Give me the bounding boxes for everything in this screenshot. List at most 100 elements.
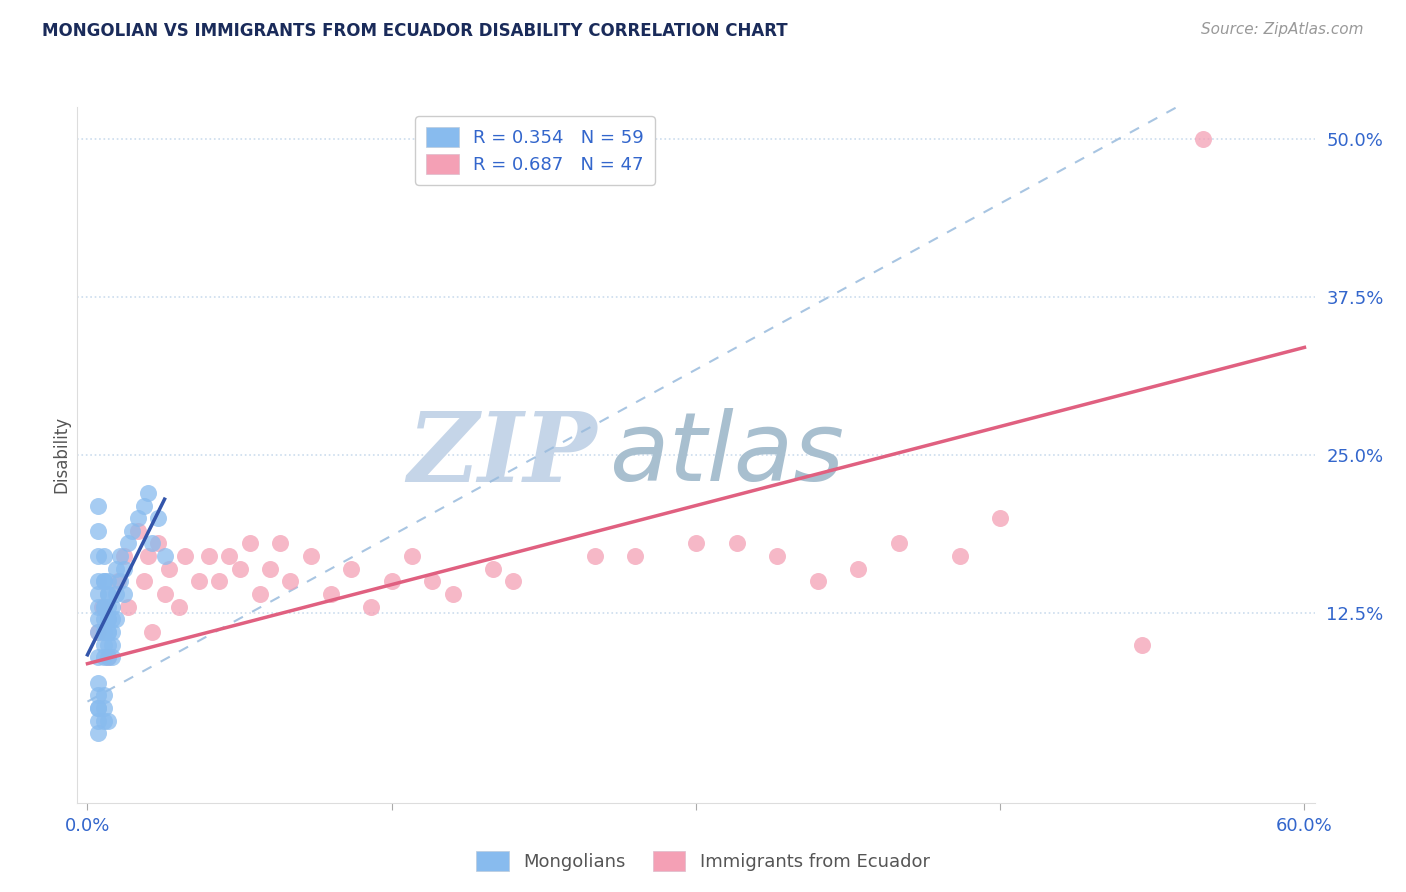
Point xyxy=(104,562,127,576)
Point xyxy=(101,612,124,626)
Point xyxy=(153,587,176,601)
Point xyxy=(299,549,322,563)
Point xyxy=(117,536,139,550)
Point xyxy=(86,499,108,513)
Point xyxy=(121,524,143,538)
Point xyxy=(86,549,108,563)
Point xyxy=(93,638,115,652)
Point xyxy=(360,599,382,614)
Point xyxy=(988,511,1011,525)
Point xyxy=(101,650,124,665)
Point xyxy=(86,726,108,740)
Point xyxy=(725,536,748,550)
Point xyxy=(97,587,120,601)
Point xyxy=(86,701,108,715)
Point xyxy=(86,599,108,614)
Point xyxy=(117,599,139,614)
Point xyxy=(134,574,156,589)
Point xyxy=(97,714,120,728)
Point xyxy=(148,511,170,525)
Point xyxy=(97,574,120,589)
Point xyxy=(112,562,135,576)
Point xyxy=(93,549,115,563)
Point xyxy=(93,612,115,626)
Text: Source: ZipAtlas.com: Source: ZipAtlas.com xyxy=(1201,22,1364,37)
Legend: Mongolians, Immigrants from Ecuador: Mongolians, Immigrants from Ecuador xyxy=(470,844,936,879)
Point xyxy=(93,714,115,728)
Point xyxy=(86,625,108,640)
Text: MONGOLIAN VS IMMIGRANTS FROM ECUADOR DISABILITY CORRELATION CHART: MONGOLIAN VS IMMIGRANTS FROM ECUADOR DIS… xyxy=(42,22,787,40)
Point xyxy=(101,638,124,652)
Point xyxy=(340,562,363,576)
Point xyxy=(93,574,115,589)
Point xyxy=(239,536,262,550)
Point xyxy=(141,536,163,550)
Point xyxy=(101,625,124,640)
Point xyxy=(198,549,221,563)
Point xyxy=(949,549,972,563)
Point xyxy=(278,574,301,589)
Point xyxy=(685,536,707,550)
Point xyxy=(1130,638,1153,652)
Point xyxy=(112,549,135,563)
Point xyxy=(188,574,211,589)
Point xyxy=(93,599,115,614)
Point xyxy=(104,612,127,626)
Point xyxy=(86,625,108,640)
Point xyxy=(482,562,505,576)
Point xyxy=(86,587,108,601)
Point xyxy=(173,549,195,563)
Point xyxy=(108,574,131,589)
Point xyxy=(381,574,404,589)
Point xyxy=(502,574,524,589)
Point xyxy=(583,549,606,563)
Point xyxy=(218,549,240,563)
Point xyxy=(249,587,271,601)
Point xyxy=(127,511,149,525)
Point xyxy=(107,574,129,589)
Point xyxy=(86,675,108,690)
Point xyxy=(846,562,869,576)
Text: atlas: atlas xyxy=(609,409,845,501)
Point xyxy=(93,650,115,665)
Point xyxy=(86,574,108,589)
Point xyxy=(228,562,250,576)
Point xyxy=(93,625,115,640)
Point xyxy=(167,599,190,614)
Point xyxy=(86,701,108,715)
Point xyxy=(319,587,342,601)
Point xyxy=(93,599,115,614)
Point xyxy=(97,587,120,601)
Point xyxy=(401,549,423,563)
Point xyxy=(97,625,120,640)
Point xyxy=(441,587,464,601)
Point xyxy=(97,638,120,652)
Point xyxy=(93,701,115,715)
Point xyxy=(101,599,124,614)
Point xyxy=(766,549,789,563)
Point xyxy=(208,574,231,589)
Point xyxy=(136,486,159,500)
Point xyxy=(136,549,159,563)
Point xyxy=(97,650,120,665)
Point xyxy=(97,650,120,665)
Y-axis label: Disability: Disability xyxy=(52,417,70,493)
Text: ZIP: ZIP xyxy=(408,408,598,502)
Point xyxy=(86,650,108,665)
Point xyxy=(93,688,115,702)
Legend: R = 0.354   N = 59, R = 0.687   N = 47: R = 0.354 N = 59, R = 0.687 N = 47 xyxy=(415,116,655,185)
Point xyxy=(97,612,120,626)
Point xyxy=(269,536,291,550)
Point xyxy=(420,574,443,589)
Point xyxy=(86,688,108,702)
Point xyxy=(157,562,180,576)
Point xyxy=(624,549,647,563)
Point xyxy=(90,599,112,614)
Point xyxy=(134,499,156,513)
Point xyxy=(127,524,149,538)
Point xyxy=(887,536,910,550)
Point xyxy=(1192,131,1215,145)
Point xyxy=(104,587,127,601)
Point xyxy=(141,625,163,640)
Point xyxy=(97,625,120,640)
